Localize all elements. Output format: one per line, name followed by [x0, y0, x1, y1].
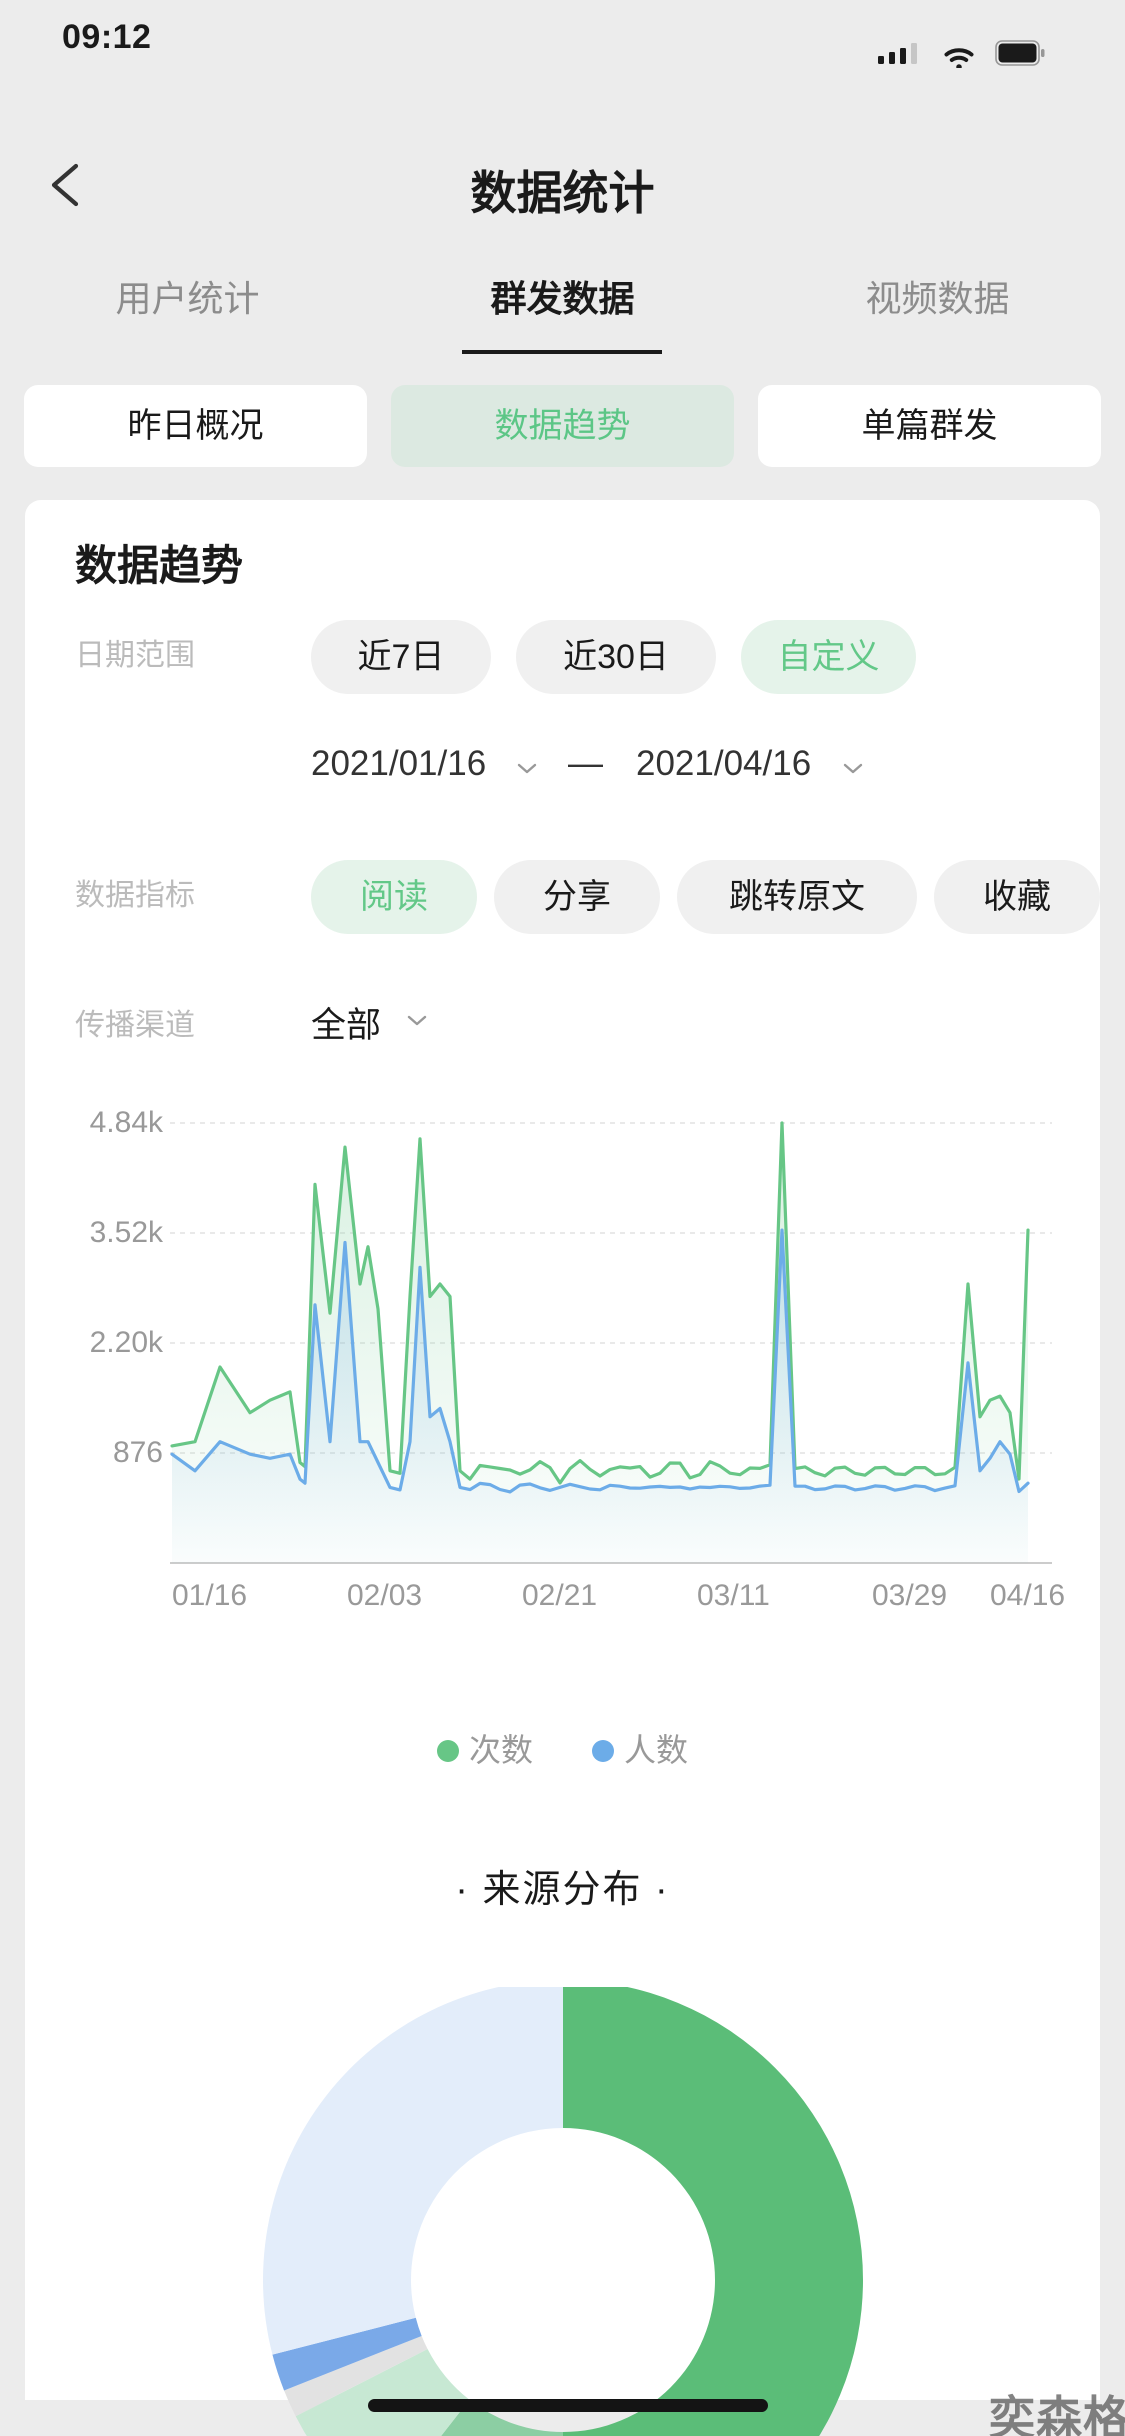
- svg-text:876: 876: [113, 1436, 163, 1469]
- svg-text:04/16: 04/16: [990, 1579, 1065, 1612]
- svg-text:03/11: 03/11: [697, 1579, 770, 1612]
- svg-text:3.52k: 3.52k: [90, 1216, 164, 1249]
- svg-text:02/03: 02/03: [347, 1579, 422, 1612]
- svg-text:02/21: 02/21: [522, 1579, 597, 1612]
- svg-text:01/16: 01/16: [172, 1579, 247, 1612]
- svg-text:2.20k: 2.20k: [90, 1326, 164, 1359]
- svg-text:03/29: 03/29: [872, 1579, 947, 1612]
- svg-text:4.84k: 4.84k: [90, 1106, 164, 1139]
